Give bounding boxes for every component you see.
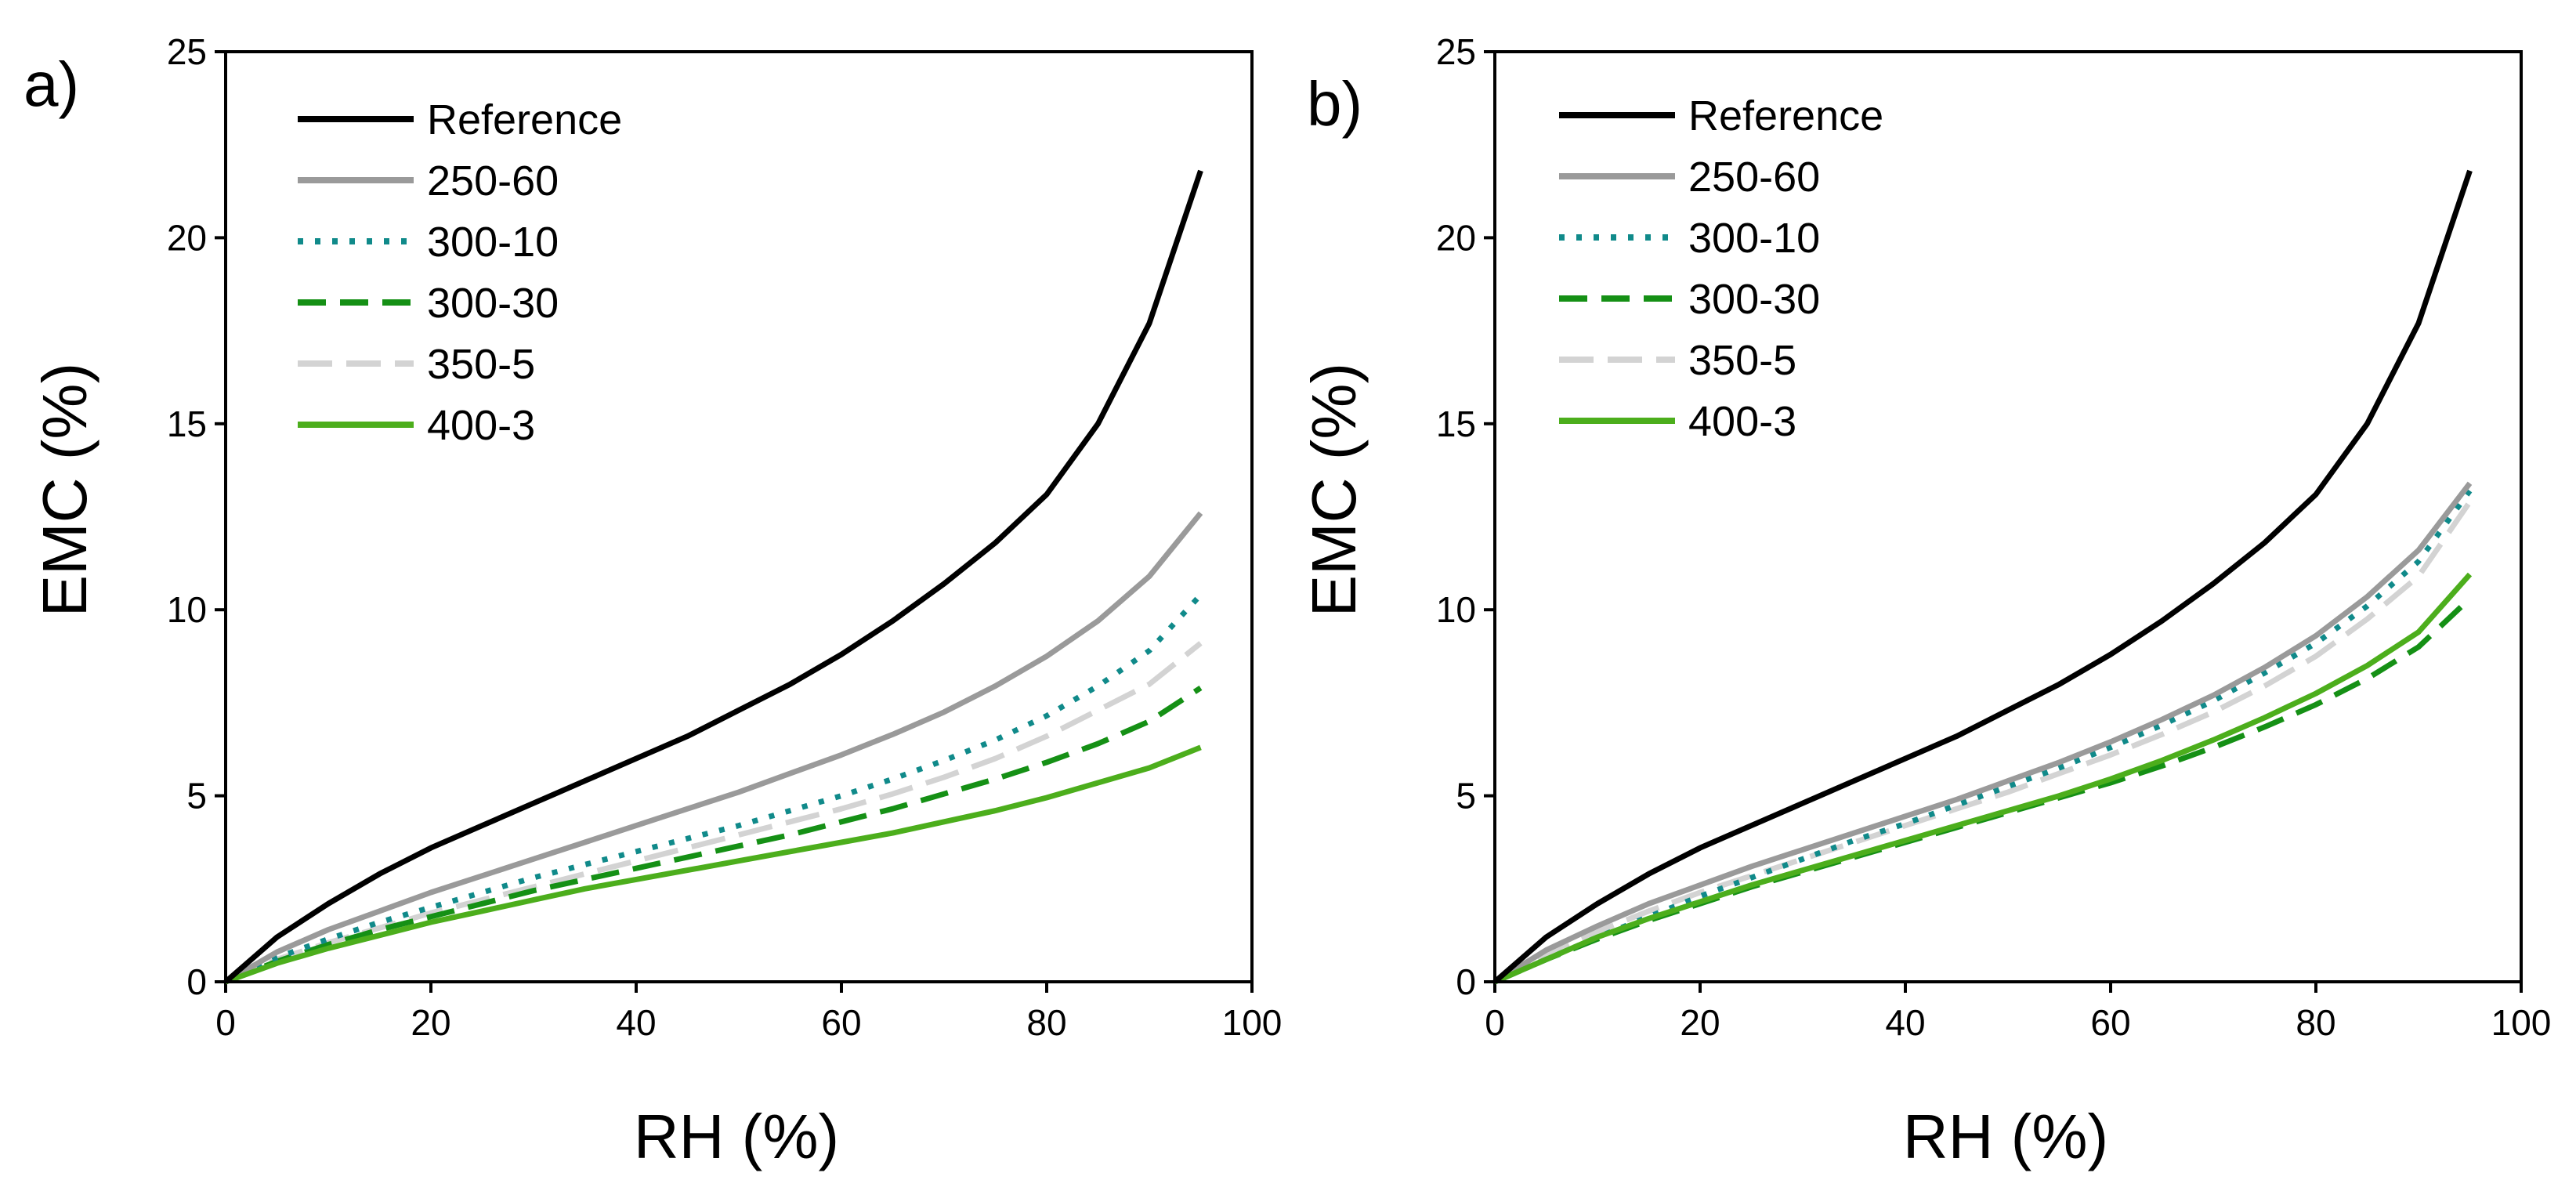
x-tick-label: 80 <box>1026 1002 1066 1043</box>
legend-label: Reference <box>1688 92 1883 139</box>
x-tick-label: 60 <box>821 1002 861 1043</box>
x-tick-label: 80 <box>2296 1002 2335 1043</box>
series-line-reference <box>223 169 1203 984</box>
legend-label: 400-3 <box>1688 398 1796 445</box>
legend-label: 350-5 <box>1688 337 1796 384</box>
series-line-300-10 <box>224 592 1203 985</box>
plot-frame-a <box>224 50 1254 983</box>
series-line-350-5 <box>1493 500 2473 985</box>
y-axis-title-a: EMC (%) <box>30 363 99 617</box>
y-axis-title-b: EMC (%) <box>1299 363 1369 617</box>
series-line-400-3 <box>224 744 1202 985</box>
series-line-300-30 <box>224 685 1203 985</box>
panel-label-b: b) <box>1307 69 1362 139</box>
legend-label: 400-3 <box>427 402 535 449</box>
legend-label: 300-30 <box>1688 276 1820 323</box>
series-line-250-60 <box>224 511 1203 985</box>
legend-label: 250-60 <box>427 157 559 205</box>
panel-b: b) EMC (%) RH (%) 0 20 40 60 80 100 0 5 10 15 20 25… <box>1299 31 2551 1171</box>
legend-label: 300-10 <box>1688 215 1820 262</box>
y-tick-label: 20 <box>1436 217 1476 258</box>
series-group-b <box>1492 169 2473 985</box>
y-tick-label: 0 <box>186 961 207 1002</box>
y-tick-label: 10 <box>167 589 207 630</box>
y-tick-label: 0 <box>1456 961 1476 1002</box>
ticks-b: 0 20 40 60 80 100 0 5 10 15 20 25 <box>1436 31 2552 1043</box>
y-tick-label: 15 <box>1436 404 1476 444</box>
x-tick-label: 20 <box>411 1002 450 1043</box>
series-line-reference <box>1492 169 2473 984</box>
x-tick-label: 0 <box>215 1002 236 1043</box>
ticks-a: 0 20 40 60 80 100 0 5 10 15 20 25 <box>167 31 1283 1043</box>
y-tick-label: 25 <box>167 31 207 72</box>
x-tick-label: 100 <box>1222 1002 1283 1043</box>
panel-a: a) EMC (%) RH (%) 0 20 40 60 80 100 0 5 10 15 20 25… <box>24 31 1282 1171</box>
y-tick-label: 5 <box>1456 776 1476 816</box>
legend-a: Reference 250-60 300-10 300-30 350-5 400-3 <box>298 96 622 449</box>
series-line-400-3 <box>1493 572 2473 985</box>
x-axis-title-b: RH (%) <box>1903 1102 2108 1171</box>
legend-label: Reference <box>427 96 622 143</box>
series-group-a <box>223 169 1203 985</box>
legend-b: Reference 250-60 300-10 300-30 350-5 400-3 <box>1559 92 1883 445</box>
x-tick-label: 60 <box>2090 1002 2130 1043</box>
y-tick-label: 20 <box>167 217 207 258</box>
x-axis-title-a: RH (%) <box>634 1102 839 1171</box>
legend-label: 350-5 <box>427 341 535 388</box>
legend-label: 300-30 <box>427 280 559 327</box>
x-tick-label: 20 <box>1680 1002 1720 1043</box>
y-tick-label: 15 <box>167 404 207 444</box>
legend-label: 250-60 <box>1688 154 1820 201</box>
y-tick-label: 10 <box>1436 589 1476 630</box>
series-line-250-60 <box>1493 481 2473 984</box>
x-tick-label: 100 <box>2491 1002 2552 1043</box>
plot-frame-b <box>1493 50 2523 983</box>
x-tick-label: 40 <box>1885 1002 1925 1043</box>
x-tick-label: 40 <box>616 1002 656 1043</box>
x-tick-label: 0 <box>1485 1002 1505 1043</box>
legend-label: 300-10 <box>427 219 559 266</box>
y-tick-label: 5 <box>186 776 207 816</box>
y-tick-label: 25 <box>1436 31 1476 72</box>
panel-label-a: a) <box>24 49 79 119</box>
